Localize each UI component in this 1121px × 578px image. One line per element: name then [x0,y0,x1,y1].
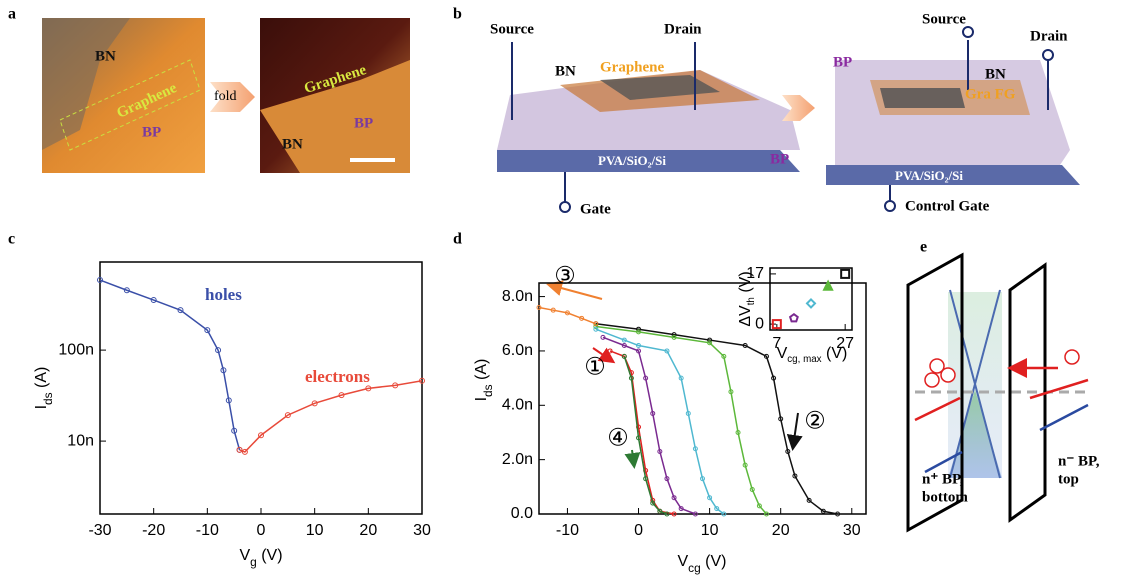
arrow-label: fold [214,89,237,104]
figure: a BN Graphene BP fold Graphene BP BN b S… [0,0,1121,578]
label-part: V [777,345,788,362]
y-tick-label: 4.0n [502,397,533,414]
axis-label: ΔVth (V) [737,271,757,326]
label: PVA/SiO₂/Si [895,168,963,183]
x-tick-label: 20 [772,522,790,539]
axis-label: Vcg (V) [677,553,726,575]
data-point [841,270,849,278]
label: Control Gate [905,198,990,214]
panel-letter: e [920,239,927,256]
series-line [240,381,422,452]
data-point [790,314,798,321]
x-tick-label: 10 [306,522,324,539]
label: Graphene [600,59,665,75]
y-tick-label: 2.0n [502,451,533,468]
series-label: holes [205,285,242,304]
label-part: V [239,547,250,564]
label-part: (V) [822,345,848,362]
label-part: cg [688,561,701,575]
axis-label: Vg (V) [239,547,282,569]
label-part: (A) [33,367,50,393]
x-tick-label: -20 [142,522,165,539]
panel-letter: a [8,6,16,23]
label-part: V [677,553,688,570]
label: Gra FG [965,86,1016,102]
label: Drain [664,21,702,37]
annotation: ② [804,409,826,435]
x-tick-label: -10 [196,522,219,539]
label: top [1058,471,1079,487]
x-tick-label: 30 [413,522,431,539]
label: Drain [1030,28,1068,44]
annotation: ③ [554,264,576,290]
x-tick-label: 10 [701,522,719,539]
label: n⁻ BP, [1058,453,1100,469]
label: Source [922,11,966,27]
label-part: ΔV [737,305,754,327]
label: BN [282,136,303,152]
label-part: ds [481,384,495,397]
label: bottom [922,489,968,505]
y-tick-label: 100n [58,341,94,358]
label: BN [985,66,1006,82]
panel-letter: d [453,231,462,248]
x-tick-label: 20 [359,522,377,539]
series-line [596,324,838,514]
label: BP [833,54,852,70]
y-tick-label: 8.0n [502,288,533,305]
annotation: ④ [607,426,629,452]
label: BP [354,115,373,131]
axis-label: Ids (A) [33,367,55,410]
y-tick-label: 10n [67,432,94,449]
y-tick-label: 6.0n [502,342,533,359]
label-part: g [250,555,257,569]
label: Source [490,21,534,37]
panel-letter: c [8,231,15,248]
data-point [807,299,815,307]
graphene-layer [880,88,965,108]
label: n⁺ BP, [922,471,964,487]
y-tick-label: 0.0 [511,505,533,522]
panel-letter: b [453,6,462,23]
x-tick-label: -30 [88,522,111,539]
label-part: cg, max [787,354,821,365]
x-tick-label: -10 [556,522,579,539]
label-part: (V) [701,553,727,570]
x-tick-label: 30 [843,522,861,539]
label-part: (V) [737,271,754,297]
label: PVA/SiO₂/Si [598,153,666,168]
label: BP [770,151,789,167]
series-label: electrons [305,367,370,386]
label: BN [555,63,576,79]
label-part: (V) [257,547,283,564]
annotation: ① [584,355,606,381]
axis-label: Ids (A) [473,359,495,402]
series-line [596,329,724,514]
y-tick-label: 0 [755,315,764,332]
label-part: ds [41,392,55,405]
series-line [100,280,240,450]
x-tick-label: 0 [634,522,643,539]
label: BP [142,124,161,140]
label-part: (A) [473,359,490,385]
label-part: th [746,297,757,305]
axis-label: Vcg, max (V) [777,345,848,365]
x-tick-label: 0 [257,522,266,539]
series-line [539,307,596,323]
label: Gate [580,201,611,217]
label: BN [95,48,116,64]
